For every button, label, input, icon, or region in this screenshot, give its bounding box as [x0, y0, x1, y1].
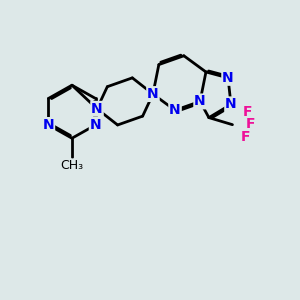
Text: F: F: [242, 105, 252, 119]
Text: CH₃: CH₃: [60, 159, 83, 172]
Text: F: F: [241, 130, 250, 144]
Text: N: N: [222, 71, 234, 85]
Text: N: N: [91, 102, 103, 116]
Text: N: N: [194, 94, 206, 108]
Text: N: N: [225, 98, 237, 111]
Text: N: N: [43, 118, 54, 132]
Text: N: N: [90, 118, 101, 132]
Text: F: F: [245, 117, 255, 131]
Text: N: N: [147, 87, 159, 101]
Text: N: N: [169, 103, 181, 117]
